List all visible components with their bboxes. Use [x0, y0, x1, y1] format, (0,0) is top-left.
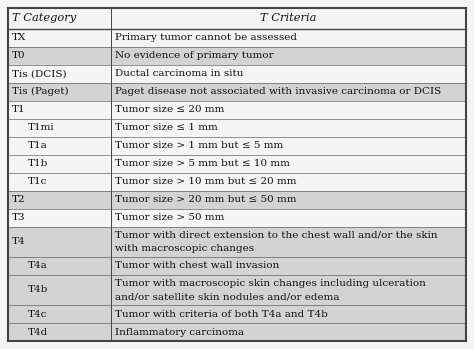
Text: No evidence of primary tumor: No evidence of primary tumor	[115, 51, 273, 60]
Text: Tumor with criteria of both T4a and T4b: Tumor with criteria of both T4a and T4b	[115, 310, 328, 319]
Text: T1c: T1c	[28, 177, 47, 186]
Text: Tumor size > 20 mm but ≤ 50 mm: Tumor size > 20 mm but ≤ 50 mm	[115, 195, 297, 204]
Text: T4c: T4c	[28, 310, 47, 319]
Text: and/or satellite skin nodules and/or edema: and/or satellite skin nodules and/or ede…	[115, 292, 339, 301]
Bar	[8, 323, 466, 341]
Bar	[8, 29, 466, 47]
Bar	[8, 275, 466, 305]
Bar	[8, 137, 466, 155]
Text: Tumor size ≤ 1 mm: Tumor size ≤ 1 mm	[115, 123, 218, 132]
Text: T1: T1	[12, 105, 26, 114]
Text: T4b: T4b	[28, 285, 48, 295]
Text: Tumor size > 10 mm but ≤ 20 mm: Tumor size > 10 mm but ≤ 20 mm	[115, 177, 297, 186]
Bar	[8, 47, 466, 65]
Text: Tumor with chest wall invasion: Tumor with chest wall invasion	[115, 261, 280, 270]
Text: Tumor size > 50 mm: Tumor size > 50 mm	[115, 213, 224, 222]
Text: with macroscopic changes: with macroscopic changes	[115, 244, 254, 253]
Text: Paget disease not associated with invasive carcinoma or DCIS: Paget disease not associated with invasi…	[115, 87, 441, 96]
Bar	[8, 209, 466, 227]
Text: T1b: T1b	[28, 159, 48, 168]
Text: T4a: T4a	[28, 261, 48, 270]
Text: T Category: T Category	[12, 14, 76, 23]
Text: T3: T3	[12, 213, 26, 222]
Text: Tis (DCIS): Tis (DCIS)	[12, 69, 67, 78]
Text: T1mi: T1mi	[28, 123, 55, 132]
Text: Tumor size > 5 mm but ≤ 10 mm: Tumor size > 5 mm but ≤ 10 mm	[115, 159, 290, 168]
Text: T4: T4	[12, 237, 26, 246]
Text: Tumor with direct extension to the chest wall and/or the skin: Tumor with direct extension to the chest…	[115, 231, 438, 240]
Bar	[8, 155, 466, 173]
Bar	[8, 83, 466, 101]
Text: T0: T0	[12, 51, 26, 60]
Text: T1a: T1a	[28, 141, 48, 150]
Text: Inflammatory carcinoma: Inflammatory carcinoma	[115, 327, 244, 336]
Text: Tis (Paget): Tis (Paget)	[12, 87, 69, 96]
Text: Tumor size ≤ 20 mm: Tumor size ≤ 20 mm	[115, 105, 224, 114]
Bar	[8, 65, 466, 83]
Bar	[8, 119, 466, 137]
Bar	[8, 305, 466, 323]
Text: Primary tumor cannot be assessed: Primary tumor cannot be assessed	[115, 34, 297, 42]
Text: T Criteria: T Criteria	[260, 14, 317, 23]
Text: Tumor with macroscopic skin changes including ulceration: Tumor with macroscopic skin changes incl…	[115, 279, 426, 288]
Text: TX: TX	[12, 34, 27, 42]
Text: T4d: T4d	[28, 327, 48, 336]
Text: T2: T2	[12, 195, 26, 204]
Text: Tumor size > 1 mm but ≤ 5 mm: Tumor size > 1 mm but ≤ 5 mm	[115, 141, 283, 150]
Bar	[8, 227, 466, 257]
Bar	[8, 173, 466, 191]
Bar	[8, 257, 466, 275]
Text: Ductal carcinoma in situ: Ductal carcinoma in situ	[115, 69, 244, 78]
Bar	[8, 191, 466, 209]
Bar	[8, 101, 466, 119]
Bar	[8, 8, 466, 29]
